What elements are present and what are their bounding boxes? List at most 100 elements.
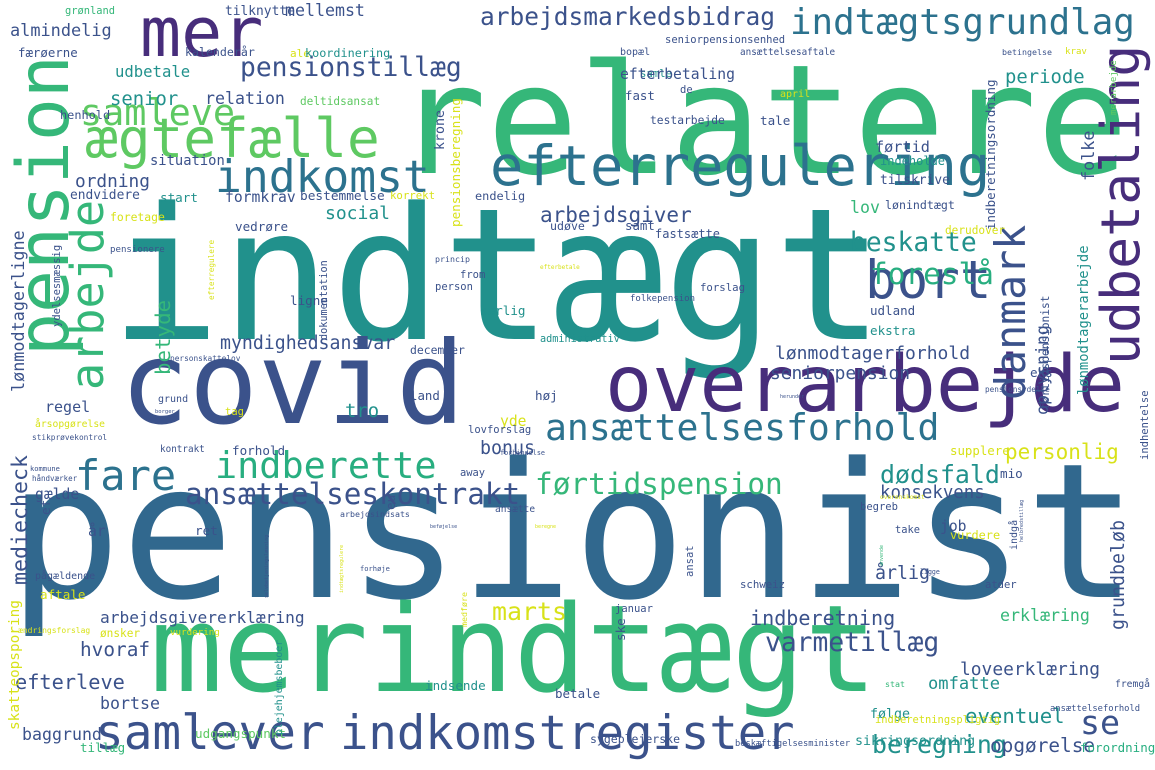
cloud-word: efterbetaling: [620, 66, 735, 83]
cloud-word: endvidere: [70, 188, 140, 203]
cloud-word: indberetningspligtig: [875, 714, 1001, 726]
cloud-word: skatteopsporing: [7, 600, 23, 730]
cloud-word: grundbeløb: [1108, 519, 1129, 630]
cloud-word: bortse: [100, 694, 160, 713]
cloud-word: merindtægt: [150, 580, 878, 720]
cloud-word: supplere: [950, 443, 1010, 458]
cloud-word: samlever: [95, 706, 325, 761]
cloud-word: stikprøvekontrol: [32, 433, 108, 442]
cloud-word: mediecheck: [8, 454, 33, 585]
cloud-word: tillæg: [80, 740, 126, 755]
cloud-word: april: [780, 89, 811, 100]
cloud-word: borger: [155, 409, 175, 415]
cloud-word: indtægtsregulere: [339, 544, 345, 594]
cloud-word: helbredstillæg: [1019, 499, 1025, 543]
cloud-word: henhold: [60, 108, 111, 122]
cloud-word: udbetale: [115, 63, 191, 81]
cloud-word: kalenderår: [185, 45, 255, 59]
cloud-word: start: [160, 190, 198, 205]
cloud-word: periode: [1005, 66, 1085, 88]
cloud-word: vurdere: [950, 528, 1001, 542]
cloud-word: samleve: [80, 91, 236, 134]
cloud-word: lønmodtagerforhold: [775, 343, 971, 364]
cloud-word: lønmodtagerligne: [8, 230, 28, 392]
cloud-word: vurdering: [170, 627, 220, 638]
cloud-word: folke: [1078, 130, 1098, 181]
cloud-word: førtid: [875, 138, 930, 156]
cloud-word: udbetaling: [1090, 44, 1152, 365]
cloud-word: forordning: [1080, 740, 1155, 755]
cloud-word: dødsfald: [880, 460, 1000, 489]
cloud-word: ret: [195, 523, 218, 538]
cloud-word: opgørelse: [990, 734, 1096, 757]
cloud-word: håndværker: [32, 474, 78, 483]
cloud-word: person: [435, 281, 473, 293]
cloud-word: år: [88, 523, 106, 540]
cloud-word: dokumentation: [319, 260, 330, 340]
cloud-word: testarbejde: [650, 114, 725, 127]
cloud-word: indberette: [215, 444, 437, 487]
cloud-word: merarbejde: [1109, 60, 1119, 115]
cloud-word: marts: [492, 597, 567, 626]
cloud-word: fremgå: [1115, 679, 1150, 690]
cloud-word: vedrøre: [235, 219, 289, 234]
cloud-word: baggrund: [22, 725, 102, 744]
cloud-word: relatere: [395, 32, 1129, 209]
cloud-word: forslag: [700, 281, 746, 294]
cloud-word: covid: [120, 318, 465, 451]
cloud-word: beskatte: [850, 228, 977, 258]
cloud-word: job: [940, 518, 967, 535]
cloud-word: krone: [433, 109, 448, 150]
cloud-word: se: [1080, 703, 1121, 742]
cloud-word: indkomst: [215, 151, 430, 203]
cloud-word: arbejdsindsats: [340, 509, 410, 519]
cloud-word: januar: [615, 603, 653, 615]
cloud-word: ansættelseskontrakt: [185, 477, 521, 511]
cloud-word: ansættelseforhold: [1050, 704, 1141, 714]
cloud-word: foreslå: [870, 257, 994, 291]
cloud-word: eks: [1030, 365, 1053, 380]
cloud-word: princip: [435, 254, 470, 264]
cloud-word: overarbejde: [605, 338, 1125, 430]
cloud-word: anvende: [879, 544, 885, 567]
cloud-word: efterregulering: [490, 135, 991, 199]
cloud-word: gælde: [35, 486, 80, 503]
cloud-word: bonus: [480, 438, 536, 459]
cloud-word: tilknytte: [225, 4, 295, 19]
cloud-word: ske: [613, 618, 628, 641]
cloud-word: beregning: [872, 730, 1007, 759]
cloud-word: administrativ: [540, 334, 620, 345]
cloud-word: udøve: [550, 219, 585, 233]
cloud-word: betale: [555, 686, 601, 701]
cloud-word: eventuel: [965, 704, 1065, 728]
cloud-word: stat: [885, 679, 905, 689]
cloud-word: ansat: [684, 544, 696, 577]
cloud-word: beskæftigelsesminister: [735, 739, 851, 749]
cloud-word: beregne: [535, 524, 557, 530]
cloud-word: myndighedsansvar: [220, 333, 396, 354]
cloud-word: regel: [45, 398, 91, 416]
cloud-word: december: [410, 343, 465, 357]
cloud-word: kontrakt: [160, 444, 205, 455]
cloud-word: personlig: [1005, 440, 1119, 464]
cloud-word: plejehjemsbeboer: [274, 639, 285, 735]
cloud-word: sikringsordning: [855, 734, 976, 749]
cloud-word: deltidsansat: [300, 95, 381, 108]
cloud-word: hvoraf: [80, 638, 151, 661]
cloud-word: betingelse: [1002, 47, 1052, 57]
cloud-word: beføjelse: [430, 524, 458, 530]
cloud-word: loveerklæring: [960, 659, 1101, 680]
cloud-word: lov: [850, 198, 880, 217]
cloud-word: indhentelse: [1139, 389, 1151, 460]
cloud-word: ordning: [75, 171, 150, 192]
cloud-word: relation: [205, 89, 285, 108]
cloud-word: kommune: [30, 464, 60, 473]
cloud-word: krav: [1065, 47, 1087, 57]
cloud-word: fastsætte: [655, 227, 721, 241]
cloud-word: indeholde: [880, 154, 946, 168]
cloud-word: forhøje: [360, 564, 390, 573]
cloud-word: danmark: [986, 224, 1035, 400]
cloud-word: seniorpension: [770, 363, 911, 384]
cloud-word: bopæl: [620, 47, 651, 58]
